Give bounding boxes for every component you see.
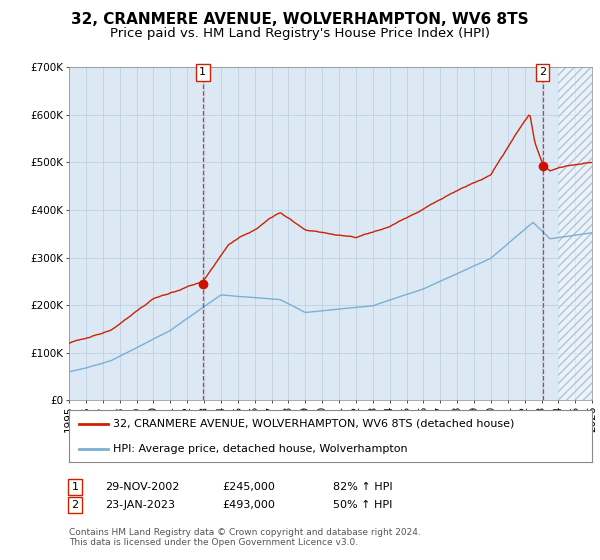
Text: £493,000: £493,000 [222, 500, 275, 510]
Text: £245,000: £245,000 [222, 482, 275, 492]
Text: 23-JAN-2023: 23-JAN-2023 [105, 500, 175, 510]
Text: 2: 2 [539, 67, 546, 77]
Text: 1: 1 [71, 482, 79, 492]
Text: HPI: Average price, detached house, Wolverhampton: HPI: Average price, detached house, Wolv… [113, 444, 408, 454]
Text: 82% ↑ HPI: 82% ↑ HPI [333, 482, 392, 492]
Text: 1: 1 [199, 67, 206, 77]
Text: 2: 2 [71, 500, 79, 510]
Bar [559, 67, 592, 400]
Text: 29-NOV-2002: 29-NOV-2002 [105, 482, 179, 492]
Text: 50% ↑ HPI: 50% ↑ HPI [333, 500, 392, 510]
Text: Price paid vs. HM Land Registry's House Price Index (HPI): Price paid vs. HM Land Registry's House … [110, 27, 490, 40]
Text: 32, CRANMERE AVENUE, WOLVERHAMPTON, WV6 8TS: 32, CRANMERE AVENUE, WOLVERHAMPTON, WV6 … [71, 12, 529, 27]
Bar [559, 67, 592, 400]
Text: Contains HM Land Registry data © Crown copyright and database right 2024.
This d: Contains HM Land Registry data © Crown c… [69, 528, 421, 547]
Text: 32, CRANMERE AVENUE, WOLVERHAMPTON, WV6 8TS (detached house): 32, CRANMERE AVENUE, WOLVERHAMPTON, WV6 … [113, 419, 515, 429]
